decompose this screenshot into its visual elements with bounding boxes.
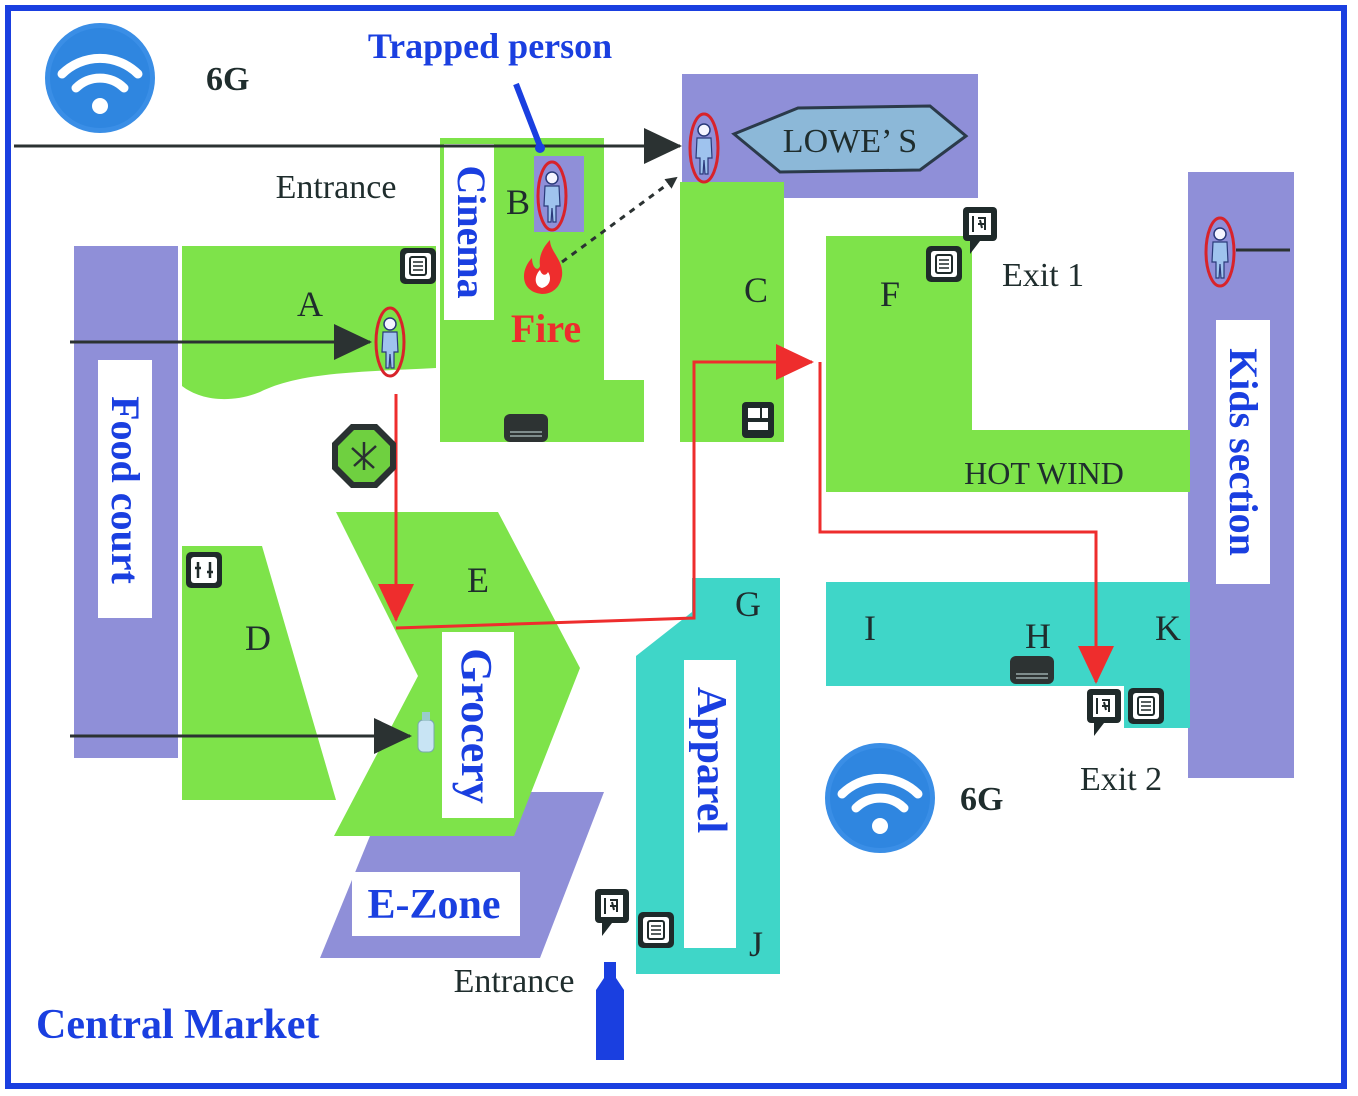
- zone-j-letter: J: [749, 924, 763, 964]
- food-court-label: Food court: [103, 396, 148, 584]
- exit2-sign-icon: [1086, 688, 1122, 737]
- zone-e-letter: E: [467, 560, 489, 600]
- market-name-label: Central Market: [36, 1002, 319, 1048]
- vent-sign-entrance-icon: [637, 911, 675, 949]
- cinema-label: Cinema: [449, 165, 494, 298]
- entrance-marker-icon: [596, 962, 624, 1060]
- zone-b-letter: B: [506, 182, 530, 222]
- route-f-to-exit2: [818, 362, 1114, 684]
- food-court-label-box: [98, 360, 152, 618]
- entrance-top-label: Entrance: [276, 169, 397, 206]
- kids-label-box: [1216, 320, 1270, 584]
- zone-c-area: [680, 182, 784, 442]
- grocery-label-box: [442, 632, 514, 818]
- cinema-label-box: [444, 144, 494, 320]
- ezone-label-box: [352, 872, 520, 936]
- zone-c-letter: C: [744, 270, 768, 310]
- water-bottle-icon: [417, 712, 435, 753]
- trapped-pointer-dot: [535, 143, 545, 153]
- grocery-label: Grocery: [452, 648, 501, 804]
- ac-unit-h-icon: [1009, 655, 1055, 685]
- zone-a-area: [182, 246, 436, 400]
- map-border: [5, 5, 1347, 1089]
- zone-d-letter: D: [245, 618, 271, 658]
- exit1-label: Exit 1: [1002, 257, 1084, 294]
- fire-icon: [523, 240, 563, 294]
- vent-sign-f-icon: [925, 245, 963, 283]
- exit2-label: Exit 2: [1080, 761, 1162, 798]
- vent-sign-a-icon: [399, 247, 437, 285]
- zone-f-area: [826, 236, 1190, 492]
- zone-g-letter: G: [735, 584, 761, 624]
- sprinkler-icon: [332, 424, 396, 488]
- zone-k-letter: K: [1155, 608, 1181, 648]
- trapped-pointer: [513, 82, 543, 148]
- entrance-bottom-label: Entrance: [454, 963, 575, 1000]
- vent-sign-k-icon: [1127, 687, 1165, 725]
- ac-unit-cinema-icon: [503, 413, 549, 443]
- route-e-to-f: [395, 344, 814, 630]
- hot-wind-label: HOT WIND: [964, 455, 1124, 491]
- zone-h-i-area: [826, 582, 1126, 686]
- zone-a-letter: A: [297, 284, 323, 324]
- network-label-bottom: 6G: [960, 781, 1003, 818]
- trapped-person-label: Trapped person: [368, 26, 612, 66]
- zone-f-letter: F: [880, 274, 900, 314]
- zone-h-letter: H: [1025, 616, 1051, 656]
- kids-section-label: Kids section: [1221, 348, 1266, 556]
- entrance-exit-sign-icon: [594, 888, 630, 937]
- apparel-label-box: [684, 660, 736, 948]
- control-panel-icon: [742, 402, 774, 438]
- ezone-label: E-Zone: [367, 882, 500, 928]
- lowes-label: LOWE’ S: [783, 123, 917, 160]
- wifi-top-icon: [45, 23, 155, 133]
- wifi-bottom-icon: [825, 743, 935, 853]
- elevator-icon: [186, 552, 222, 588]
- zone-i-letter: I: [864, 608, 876, 648]
- apparel-label: Apparel: [688, 687, 734, 833]
- network-label-top: 6G: [206, 61, 249, 98]
- fire-label: Fire: [511, 306, 581, 351]
- lowes-sign: [731, 104, 969, 174]
